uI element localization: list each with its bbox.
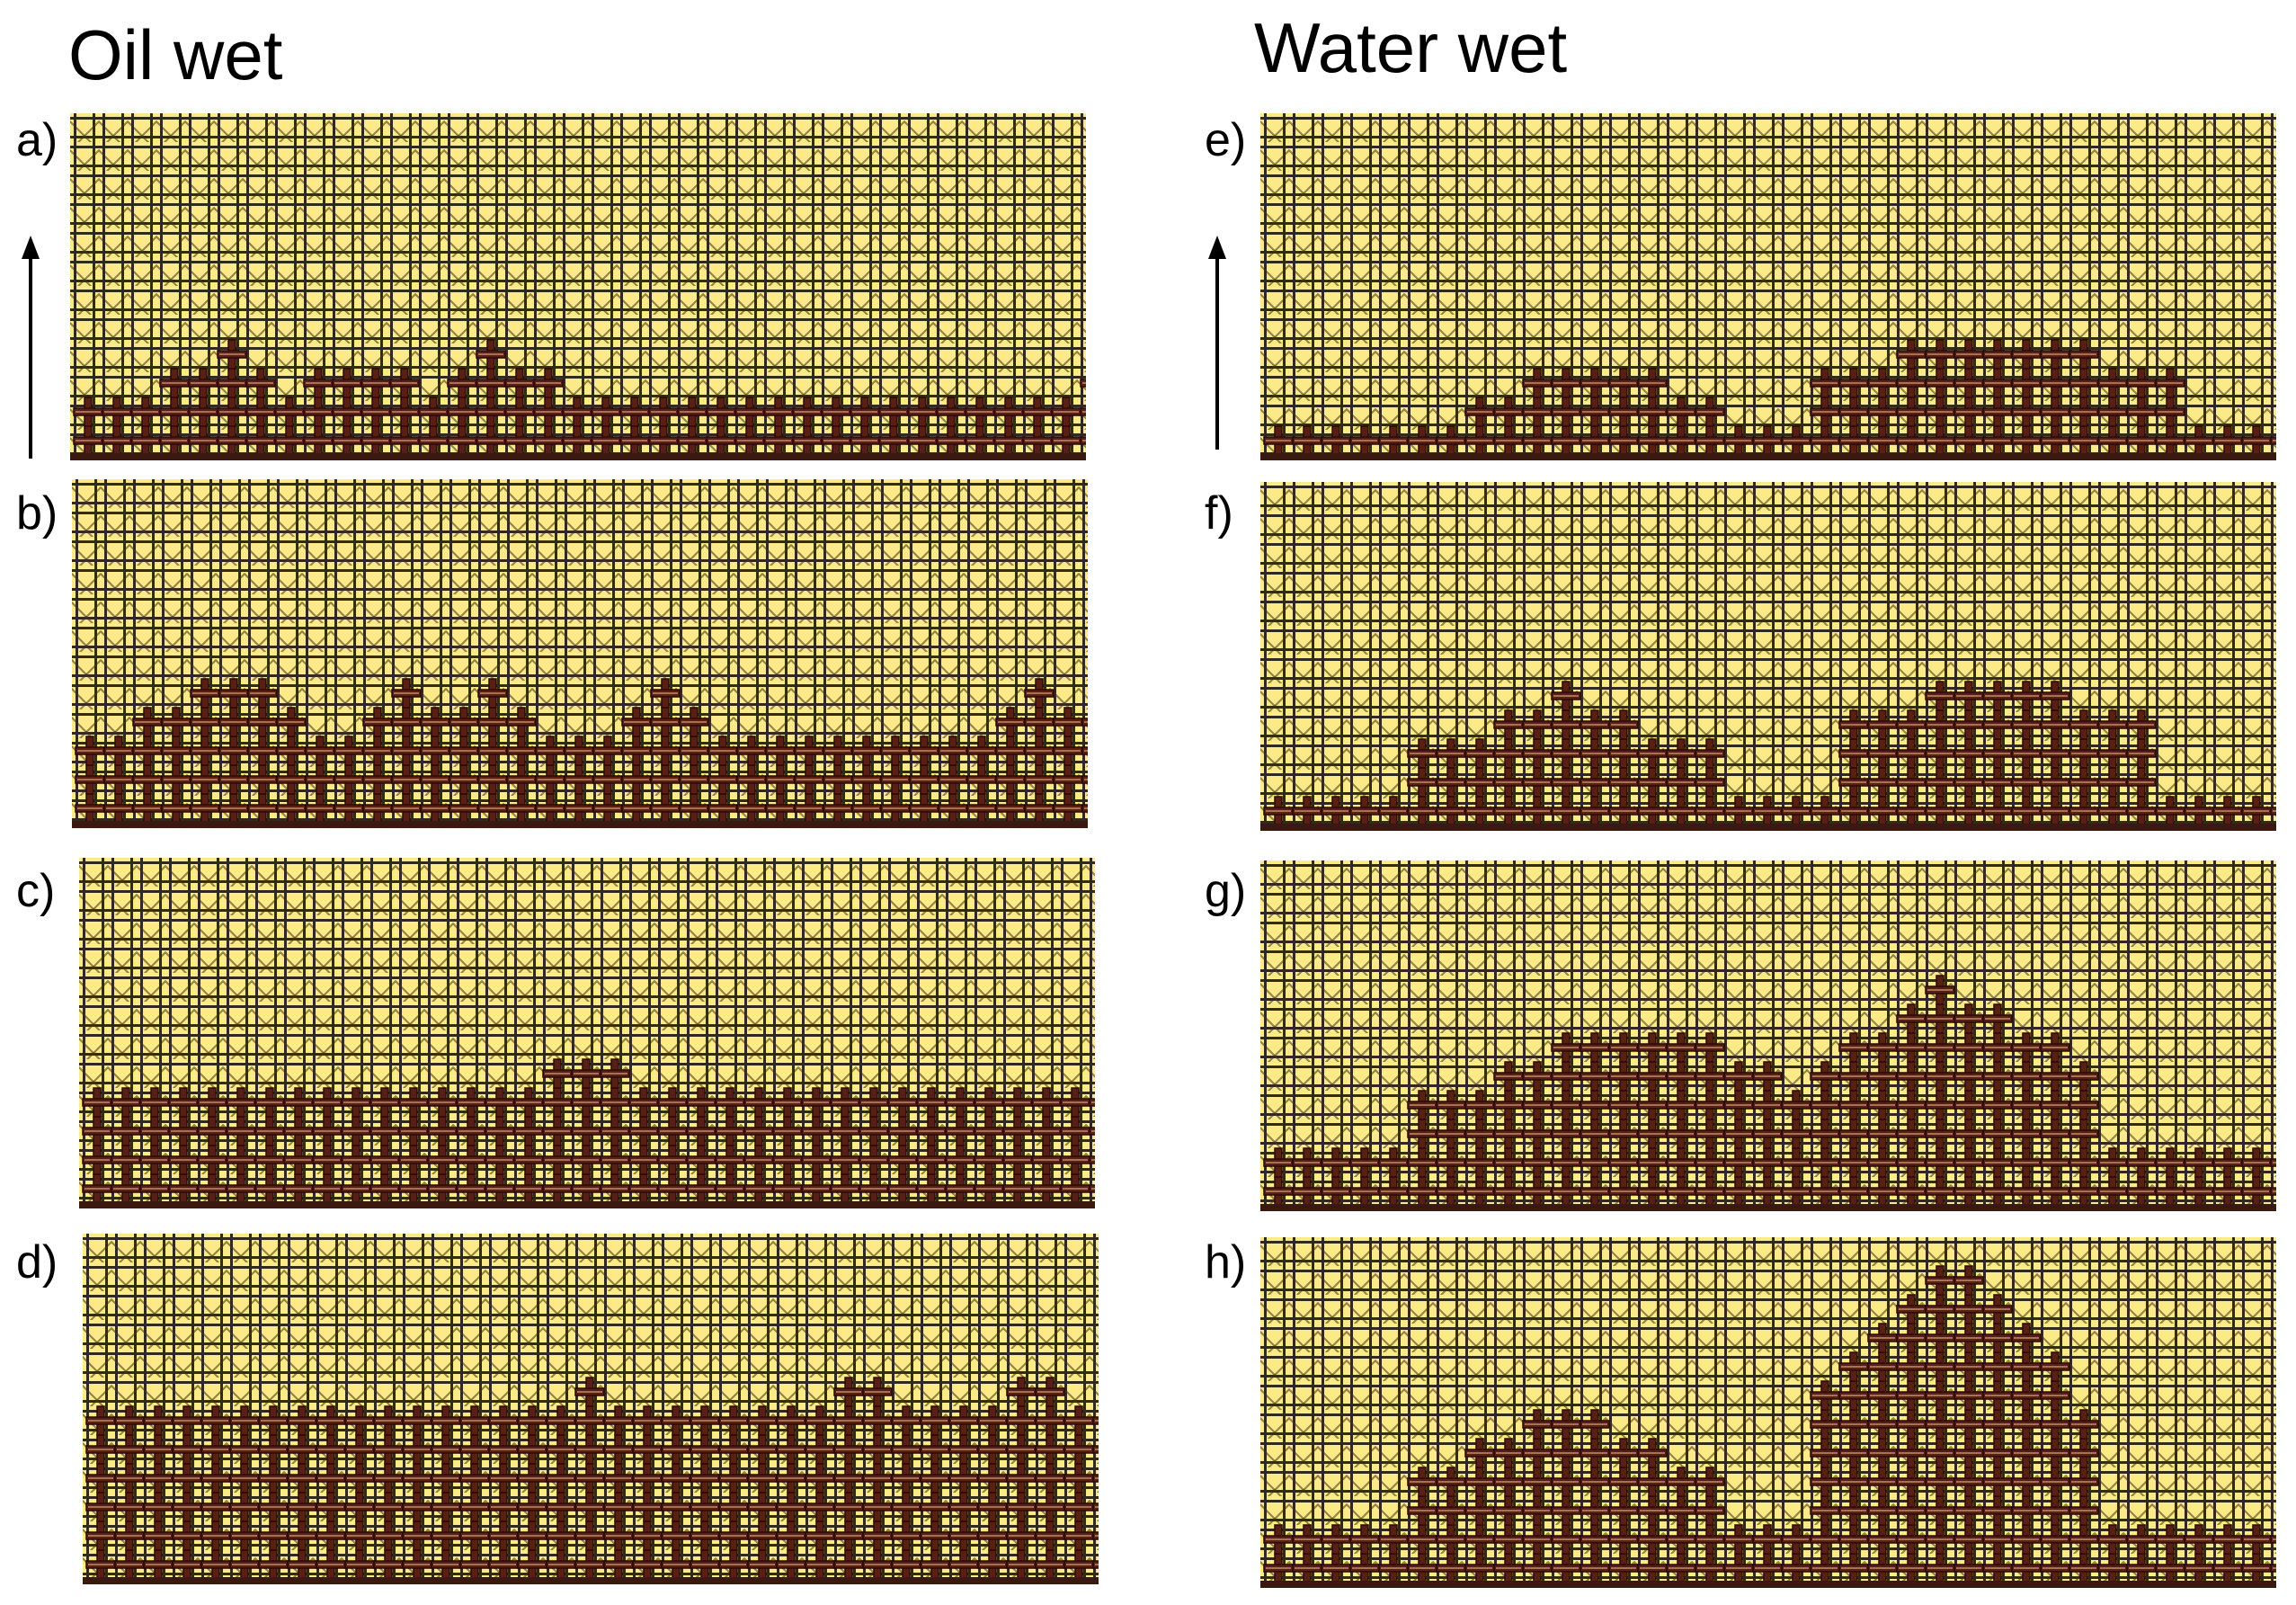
micromodel-image-c <box>79 858 1095 1208</box>
panel-label-c: c) <box>16 865 56 917</box>
panel-label-h: h) <box>1205 1236 1247 1288</box>
flow-direction-arrow-right <box>1208 236 1226 450</box>
inlet-boundary <box>70 453 1086 460</box>
inlet-boundary <box>1260 824 2276 831</box>
column-heading-water-wet: Water wet <box>1254 8 1568 87</box>
micromodel-image-h <box>1260 1237 2276 1588</box>
panel-label-a: a) <box>16 114 58 166</box>
micromodel-image-a <box>70 113 1086 460</box>
micromodel-image-e <box>1260 113 2276 460</box>
invasion-pattern-h <box>1260 1265 2276 1588</box>
column-heading-oil-wet: Oil wet <box>68 15 283 94</box>
panel-label-b: b) <box>16 487 58 539</box>
inlet-boundary <box>1260 1581 2276 1588</box>
micromodel-image-f <box>1260 482 2276 831</box>
micromodel-image-d <box>83 1234 1099 1584</box>
panel-label-g: g) <box>1205 865 1247 917</box>
inlet-boundary <box>72 821 1088 828</box>
micromodel-image-g <box>1260 860 2276 1211</box>
panel-label-d: d) <box>16 1236 58 1288</box>
invasion-pattern-d <box>83 1377 1099 1584</box>
inlet-boundary <box>1260 1204 2276 1211</box>
invasion-pattern-a <box>70 339 1086 460</box>
inlet-boundary <box>79 1201 1095 1208</box>
invasion-pattern-c <box>79 1058 1095 1208</box>
panel-label-f: f) <box>1205 487 1233 539</box>
inlet-boundary <box>1260 453 2276 460</box>
invasion-pattern-f <box>1260 681 2276 831</box>
flow-direction-arrow-left <box>22 236 40 459</box>
invasion-pattern-b <box>72 678 1088 828</box>
panel-label-e: e) <box>1205 114 1247 166</box>
micromodel-image-b <box>72 479 1088 828</box>
invasion-pattern-e <box>1260 339 2276 460</box>
invasion-pattern-g <box>1260 975 2276 1211</box>
inlet-boundary <box>83 1577 1099 1584</box>
